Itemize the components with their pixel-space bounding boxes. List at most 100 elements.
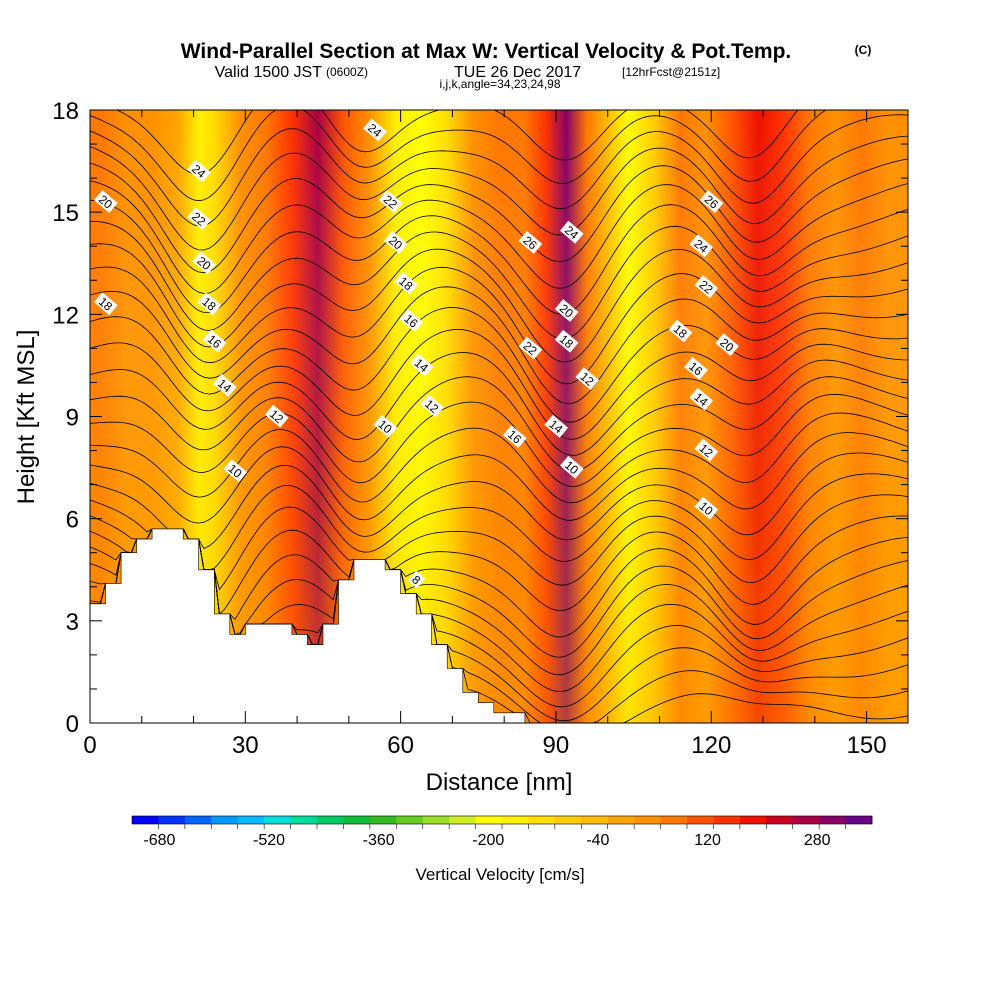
contour-label: 12 xyxy=(264,404,289,428)
theta-contour-line xyxy=(90,376,908,472)
contour-label: 20 xyxy=(554,299,579,322)
x-tick-label: 150 xyxy=(847,732,887,759)
colorbar-label: -680 xyxy=(143,832,175,849)
y-tick-label: 15 xyxy=(52,200,79,227)
contour-label: 22 xyxy=(187,207,211,231)
colorbar-swatch xyxy=(739,816,767,824)
theta-contour-line xyxy=(90,158,908,274)
theta-contour-line xyxy=(116,110,799,175)
valid-date: TUE 26 Dec 2017 xyxy=(454,64,581,81)
x-axis: 0 30 60 90 120 150 xyxy=(83,110,887,759)
contour-label: 26 xyxy=(699,190,724,213)
theta-contour-line xyxy=(90,412,908,504)
theta-contour-line xyxy=(90,180,908,294)
colorbar-label: -200 xyxy=(472,832,504,849)
theta-contour-line xyxy=(90,243,908,363)
contour-label: 12 xyxy=(420,394,444,418)
y-tick-label: 0 xyxy=(66,711,79,738)
colorbar-label: -360 xyxy=(363,832,395,849)
contour-labels: 2422201816141210201824222018161412108262… xyxy=(93,118,739,589)
colorbar-swatch xyxy=(343,816,371,824)
y-axis: 0 3 6 9 12 15 18 xyxy=(52,98,908,738)
colorbar-swatch xyxy=(184,816,212,824)
colorbar-swatch xyxy=(422,816,450,824)
theta-contour-line xyxy=(90,199,908,315)
theta-contour-line xyxy=(90,473,908,571)
contour-label: 18 xyxy=(554,329,579,353)
x-tick-label: 120 xyxy=(691,732,731,759)
contour-label: 10 xyxy=(373,414,398,438)
contour-label: 26 xyxy=(518,231,543,254)
colorbar-swatch xyxy=(317,816,344,824)
contour-label: 16 xyxy=(399,309,424,333)
y-tick-label: 18 xyxy=(52,98,79,125)
colorbar-swatch xyxy=(264,816,291,824)
colorbar-swatch xyxy=(845,816,873,824)
contour-label: 14 xyxy=(689,387,714,411)
theta-contour-line xyxy=(90,220,908,340)
y-tick-label: 9 xyxy=(66,405,79,432)
colorbar-swatch xyxy=(528,816,556,824)
colorbar-swatch xyxy=(369,816,397,824)
contour-label: 20 xyxy=(93,190,118,213)
colorbar-swatch xyxy=(581,816,609,824)
theta-contour-line xyxy=(90,515,908,615)
contour-label: 10 xyxy=(223,459,248,483)
colorbar-label: 280 xyxy=(804,832,831,849)
theta-contour-line xyxy=(90,114,908,227)
theta-contour-line xyxy=(90,432,908,524)
theta-contour-line xyxy=(90,110,827,202)
colorbar-label: 120 xyxy=(694,832,721,849)
contour-label: 16 xyxy=(684,357,708,380)
y-tick-label: 12 xyxy=(52,302,79,329)
contour-label: 18 xyxy=(93,292,118,316)
theta-contour-line xyxy=(90,135,908,251)
colorbar-swatch xyxy=(475,816,503,824)
colorbar-swatch xyxy=(211,816,239,824)
contour-label: 14 xyxy=(409,353,434,377)
colorbar-swatch xyxy=(158,816,186,824)
contour-label: 8 xyxy=(407,570,426,589)
contour-label: 20 xyxy=(192,251,217,275)
contour-label: 20 xyxy=(715,333,739,357)
colorbar-swatch xyxy=(687,816,714,824)
contour-label: 10 xyxy=(694,496,719,520)
contour-label: 24 xyxy=(363,118,387,142)
contour-label: 12 xyxy=(575,367,600,391)
contour-label: 16 xyxy=(202,329,227,353)
valid-utc: (0600Z) xyxy=(326,65,368,79)
contour-label: 18 xyxy=(394,271,418,295)
contour-label: 22 xyxy=(694,275,719,299)
colorbar-swatch xyxy=(502,816,529,824)
colorbar-label: -520 xyxy=(253,832,285,849)
contour-label: 14 xyxy=(544,414,569,438)
theta-contour-line xyxy=(90,266,908,385)
colorbar-swatch xyxy=(237,816,265,824)
theta-contour-line xyxy=(90,494,908,591)
contour-label: 22 xyxy=(378,190,403,213)
x-tick-label: 90 xyxy=(543,732,570,759)
contour-label: 18 xyxy=(197,292,222,316)
theta-contour-line xyxy=(90,393,908,487)
colorbar-swatch xyxy=(607,816,635,824)
colorbar-swatch xyxy=(766,816,794,824)
theta-contour-line xyxy=(90,328,908,440)
copyright-mark: (C) xyxy=(855,43,872,57)
contour-label: 12 xyxy=(694,438,719,462)
y-tick-label: 3 xyxy=(66,609,79,636)
colorbar-swatch xyxy=(449,816,476,824)
colorbar-swatch xyxy=(713,816,741,824)
terrain xyxy=(90,528,526,723)
contour-label: 24 xyxy=(187,159,211,183)
contour-label: 20 xyxy=(383,231,408,254)
contour-label: 16 xyxy=(502,425,527,448)
colorbar-swatch xyxy=(396,816,424,824)
colorbar-swatch xyxy=(634,816,661,824)
colorbar: -680 -520 -360 -200 -40 120 280 xyxy=(131,815,873,849)
contour-label: 10 xyxy=(559,455,584,479)
grid-indices: i,j,k,angle=34,23,24,98 xyxy=(439,77,560,91)
contour-label: 22 xyxy=(518,336,543,360)
plot-area: 2422201816141210201824222018161412108262… xyxy=(90,110,908,723)
y-tick-label: 6 xyxy=(66,507,79,534)
